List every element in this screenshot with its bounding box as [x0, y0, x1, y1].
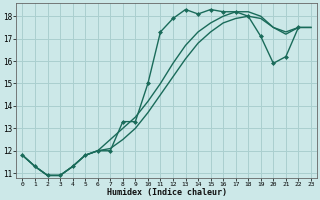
X-axis label: Humidex (Indice chaleur): Humidex (Indice chaleur)	[107, 188, 227, 197]
